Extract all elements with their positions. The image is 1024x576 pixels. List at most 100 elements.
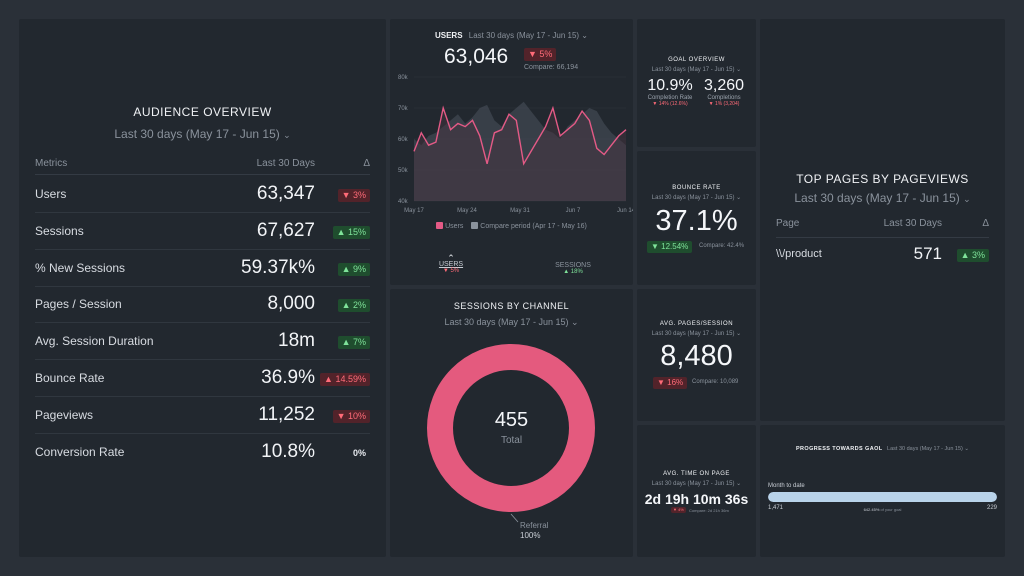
progress-goal: 229: [986, 505, 997, 511]
table-row[interactable]: Users 63,347 ▼ 3%: [35, 176, 370, 213]
delta-text: 3%: [352, 190, 366, 200]
y-tick-label: 60k: [398, 137, 409, 143]
goal-date-range[interactable]: Last 30 days (May 17 - Jun 15) ⌄: [637, 66, 756, 73]
metric-delta-cell: ▲ 7%: [315, 332, 370, 350]
top-pages-date-range[interactable]: Last 30 days (May 17 - Jun 15) ⌄: [760, 191, 1005, 205]
col-period: Last 30 Days: [883, 218, 942, 229]
delta-badge: ▼ 3%: [337, 189, 370, 202]
time-delta-badge: ▼ 4%: [671, 507, 686, 513]
tab-users-delta: ▼ 5%: [442, 268, 460, 274]
table-row[interactable]: Avg. Session Duration 18m ▲ 7%: [35, 323, 370, 361]
table-row[interactable]: \\/product 571 ▲ 3%: [776, 239, 989, 269]
donut-total-label: Total: [500, 435, 523, 446]
goal-completions: 3,260 Completions ▼ 1% (3,204): [697, 77, 751, 107]
y-tick-label: 50k: [398, 168, 409, 174]
goal-rate: 10.9% Completion Rate ▼ 14% (12.6%): [643, 77, 697, 107]
metric-name: Pageviews: [35, 407, 94, 422]
donut-slice-referral[interactable]: [427, 344, 595, 512]
top-pages-panel: TOP PAGES BY PAGEVIEWS Last 30 days (May…: [760, 19, 1005, 421]
checkbox-icon: [436, 222, 444, 229]
compare-area: [414, 101, 626, 201]
goal-date-label: Last 30 days (May 17 - Jun 15): [651, 67, 735, 73]
delta-text: 7%: [352, 337, 366, 348]
progress-date-range[interactable]: Last 30 days (May 17 - Jun 15) ⌄: [887, 446, 969, 452]
users-area-chart: 80k 70k 60k 50k 40k May 17 May 24 May 31 Jun 7 Ju…: [398, 75, 633, 214]
users-legend-item[interactable]: Users: [436, 222, 463, 230]
chevron-up-icon: ⌃: [447, 253, 455, 263]
pages-session-date-range[interactable]: Last 30 days (May 17 - Jun 15) ⌄: [637, 330, 756, 337]
tab-sessions-delta-text: 18%: [570, 269, 583, 275]
table-row[interactable]: Pageviews 11,252 ▼ 10%: [35, 397, 370, 434]
audience-date-range[interactable]: Last 30 days (May 17 - Jun 15) ⌄: [19, 127, 386, 141]
x-tick-label: May 17: [404, 208, 424, 214]
x-tick-label: May 24: [457, 208, 477, 214]
progress-label: Month to date: [768, 483, 805, 489]
y-tick-label: 70k: [398, 106, 409, 112]
metric-delta-cell: ▲ 2%: [315, 295, 370, 313]
progress-track: [768, 492, 997, 502]
metric-delta-cell: ▼ 3%: [315, 185, 370, 203]
users-title: USERS: [434, 31, 463, 40]
tab-sessions-label: SESSIONS: [555, 262, 591, 269]
table-row[interactable]: Sessions 67,627 ▲ 15%: [35, 213, 370, 250]
goal-rate-delta-text: 14% (12.6%): [658, 101, 688, 107]
tab-users[interactable]: ⌃ USERS ▼ 5%: [428, 253, 474, 275]
metric-name: Users: [35, 187, 67, 201]
progress-fill: [768, 492, 997, 502]
top-pages-title: TOP PAGES BY PAGEVIEWS: [796, 172, 969, 186]
metric-delta-cell: ▲ 15%: [315, 222, 370, 240]
users-series-line[interactable]: [413, 105, 627, 166]
channel-date-label: Last 30 days (May 17 - Jun 15): [444, 317, 569, 327]
x-tick-label: May 31: [510, 208, 530, 214]
goal-comp-delta: ▼ 1% (3,204): [708, 101, 740, 107]
metric-delta-cell: ▼ 10%: [315, 406, 370, 424]
users-legend: Users Compare period (Apr 17 - May 16): [390, 222, 633, 230]
goal-rate-value: 10.9%: [647, 77, 693, 94]
delta-text: 2%: [352, 300, 366, 311]
chevron-down-icon: ⌄: [736, 67, 742, 73]
compare-legend-item[interactable]: Compare period (Apr 17 - May 16): [471, 222, 587, 230]
donut-chart: [427, 344, 595, 523]
progress-pct: 642.45% of your goal: [760, 507, 1005, 512]
users-date-range[interactable]: Last 30 days (May 17 - Jun 15): [468, 31, 580, 40]
metric-value: 18m: [278, 330, 315, 352]
pages-session-delta-text: 16%: [667, 378, 684, 387]
metric-value: 36.9%: [261, 367, 315, 388]
metric-name: Pages / Session: [35, 297, 122, 312]
channel-title: SESSIONS BY CHANNEL: [453, 301, 570, 311]
users-area: [414, 108, 626, 201]
tab-users-delta-text: 5%: [450, 268, 460, 274]
tab-sessions[interactable]: SESSIONS ▲ 18%: [550, 262, 596, 275]
table-row[interactable]: % New Sessions 59.37k% ▲ 9%: [35, 250, 370, 287]
metric-delta-cell: ▲ 14.59%: [315, 369, 370, 387]
pages-session-value: 8,480: [660, 340, 733, 372]
slice-leader-line: [510, 513, 519, 523]
slice-label-referral: Referral: [520, 521, 549, 530]
goal-comp-value: 3,260: [703, 77, 745, 94]
page-delta-text: 3%: [971, 250, 985, 260]
top-pages-header: Page Last 30 Days Δ: [776, 218, 989, 238]
pages-session-panel: AVG. PAGES/SESSION Last 30 days (May 17 …: [637, 289, 756, 421]
bounce-date-range[interactable]: Last 30 days (May 17 - Jun 15) ⌄: [637, 194, 756, 201]
metric-name: Sessions: [35, 223, 84, 238]
time-date-range[interactable]: Last 30 days (May 17 - Jun 15) ⌄: [637, 480, 756, 487]
table-row[interactable]: Pages / Session 8,000 ▲ 2%: [35, 286, 370, 324]
delta-badge: ▲ 9%: [337, 262, 370, 276]
bounce-compare: Compare: 42.4%: [699, 243, 745, 249]
col-period: Last 30 Days: [256, 158, 315, 169]
delta-badge: ▲ 2%: [337, 299, 370, 313]
delta-badge: ▼ 10%: [332, 409, 370, 423]
time-value: 2d 19h 10m 36s: [644, 491, 749, 507]
pages-session-title: AVG. PAGES/SESSION: [659, 321, 734, 327]
x-tick-label: Jun 14: [617, 208, 633, 214]
chevron-down-icon: ⌄: [571, 317, 579, 327]
users-compare: Compare: 66,194: [524, 64, 579, 71]
table-row[interactable]: Conversion Rate 10.8% 0%: [35, 434, 370, 471]
delta-text: 9%: [352, 263, 366, 274]
table-row[interactable]: Bounce Rate 36.9% ▲ 14.59%: [35, 360, 370, 397]
chevron-down-icon: ⌄: [736, 481, 742, 487]
users-header: USERS Last 30 days (May 17 - Jun 15) ⌄: [390, 31, 633, 40]
legend-compare-label: Compare period (Apr 17 - May 16): [480, 223, 587, 230]
channel-date-range[interactable]: Last 30 days (May 17 - Jun 15) ⌄: [390, 317, 633, 328]
tab-sessions-delta: ▲ 18%: [563, 269, 583, 275]
